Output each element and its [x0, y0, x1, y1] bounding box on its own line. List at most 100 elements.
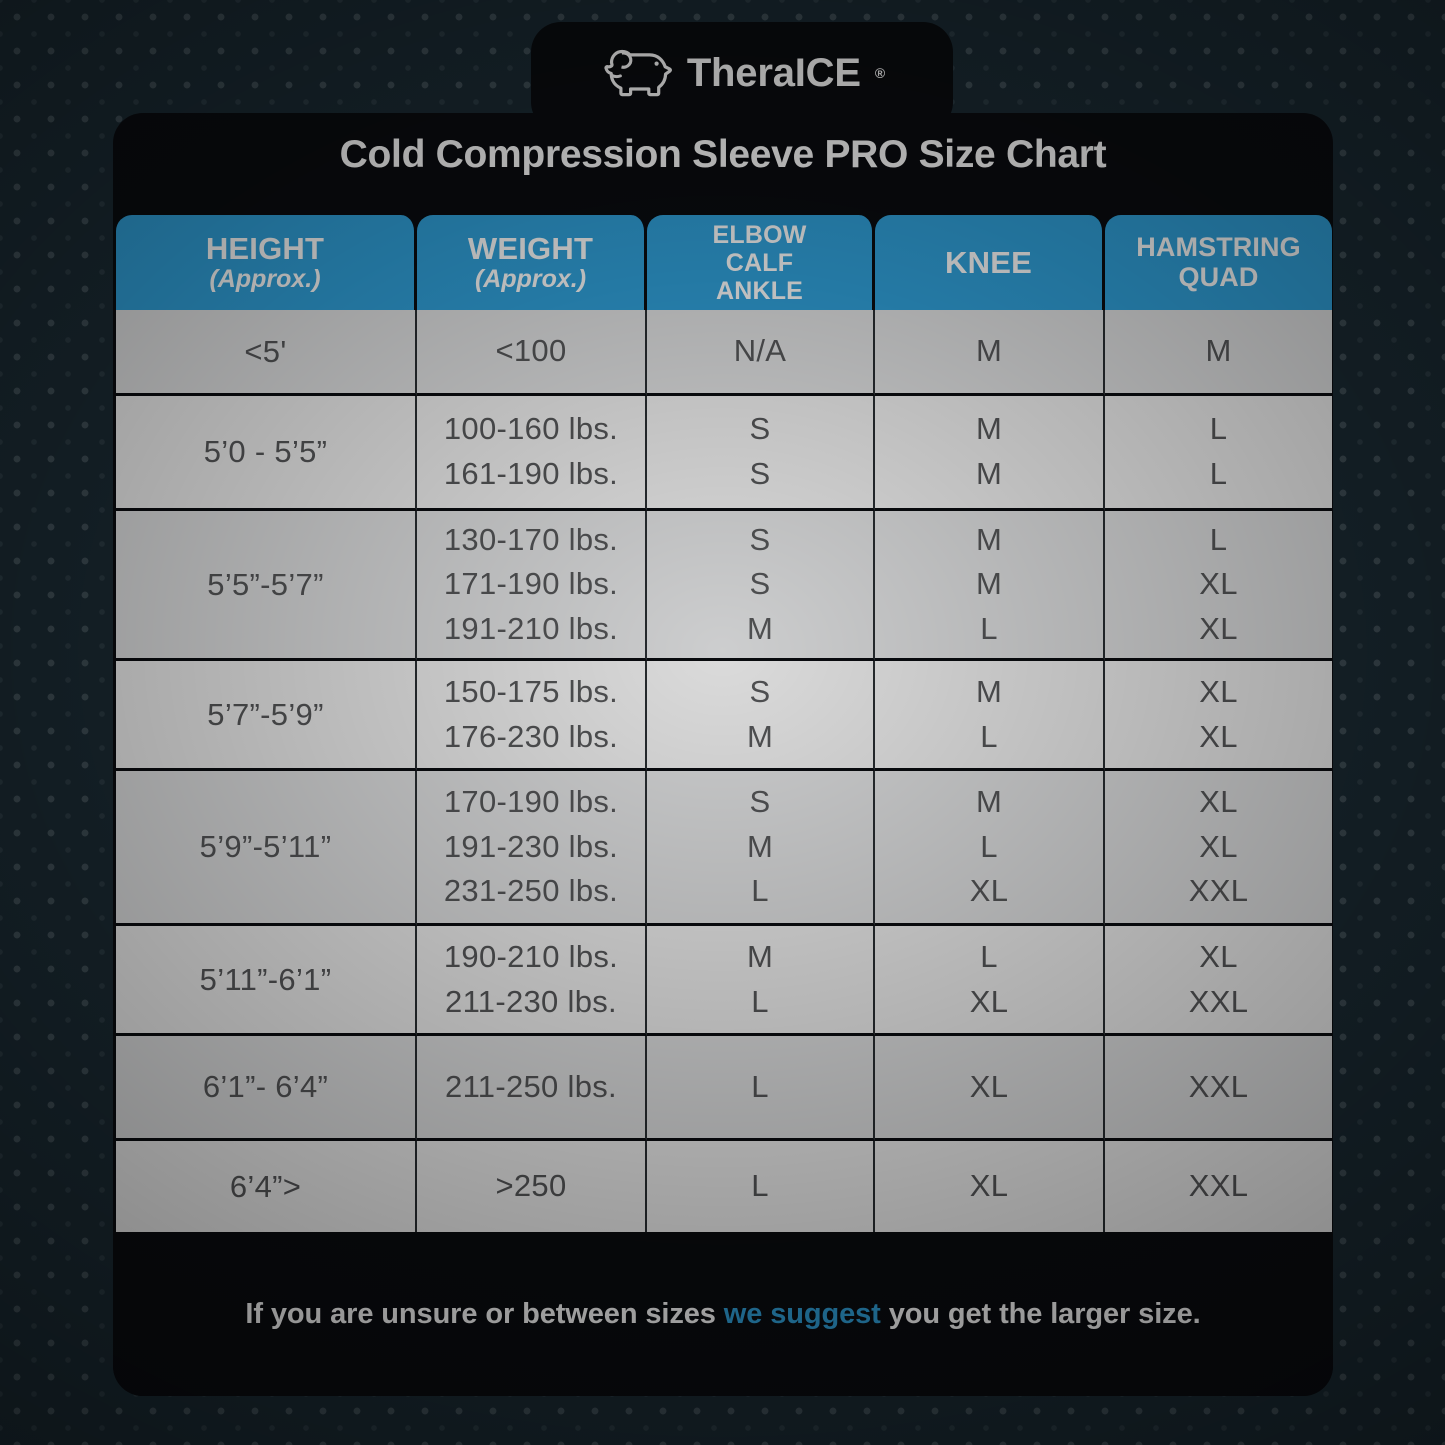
table-row: <5' <100 N/A M M [116, 310, 1332, 396]
header-elbow: ELBOW [712, 220, 807, 249]
cell-value: M [746, 828, 774, 864]
cell-value-stack: L XL [875, 938, 1103, 1019]
cell-value-stack: XXL [1105, 1170, 1332, 1203]
table-row: 5’7”-5’9” 150-175 lbs. 176-230 lbs. S M M L XL X… [116, 661, 1332, 771]
cell-value: S [749, 521, 771, 557]
cell-value: XL [1199, 566, 1238, 602]
cell-value-stack: 190-210 lbs. 211-230 lbs. [417, 938, 645, 1018]
cell-height: 5’5”-5’7” [116, 511, 417, 661]
cell-value: XL [1199, 673, 1238, 709]
cell-elbow-calf-ankle: L [647, 1036, 875, 1141]
cell-value: L [980, 828, 998, 864]
cell-value: XL [969, 1168, 1009, 1204]
cell-value: L [751, 873, 769, 909]
cell-value: S [749, 411, 771, 447]
cell-hamstring-quad: XXL [1105, 1141, 1332, 1232]
cell-knee: XL [875, 1141, 1105, 1232]
cell-value-stack: XL XXL [1105, 940, 1332, 1018]
header-height-main: HEIGHT [205, 231, 325, 267]
cell-value-stack: XL XL [1105, 673, 1332, 754]
cell-hamstring-quad: L XL XL [1105, 511, 1332, 661]
cell-weight: 211-250 lbs. [417, 1036, 647, 1141]
cell-height: <5' [116, 310, 417, 396]
cell-value-stack: M [1105, 335, 1332, 368]
column-header-elbow-calf-ankle: ELBOW CALF ANKLE [647, 215, 875, 310]
cell-height: 5’11”-6’1” [116, 926, 417, 1036]
cell-value-stack: XL [875, 1070, 1103, 1104]
cell-hamstring-quad: XL XXL [1105, 926, 1332, 1036]
cell-value-stack: L [647, 1170, 873, 1203]
cell-value: S [749, 456, 771, 491]
cell-value: XL [1199, 718, 1238, 754]
cell-knee: M L XL [875, 771, 1105, 926]
column-header-height: HEIGHT (Approx.) [116, 215, 417, 310]
header-ankle: ANKLE [715, 276, 804, 305]
cell-value-stack: 130-170 lbs. 171-190 lbs. 191-210 lbs. [417, 523, 645, 646]
cell-value: S [749, 784, 771, 820]
cell-value-stack: 100-160 lbs. 161-190 lbs. [417, 413, 645, 490]
cell-value-stack: M [875, 335, 1103, 368]
cell-value-stack: <100 [417, 335, 645, 368]
cell-value: L [980, 718, 998, 754]
cell-value: L [751, 1168, 769, 1204]
cell-height: 5’7”-5’9” [116, 661, 417, 771]
table-row: 6’4”> >250 L XL XXL [116, 1141, 1332, 1232]
cell-hamstring-quad: XL XL XXL [1105, 771, 1332, 926]
cell-value: XXL [1188, 1168, 1249, 1204]
cell-value: 231-250 lbs. [443, 873, 619, 909]
cell-weight: <100 [417, 310, 647, 396]
cell-value: M [975, 784, 1003, 820]
footer-panel: If you are unsure or between sizes we su… [113, 1232, 1333, 1396]
cell-value: M [975, 456, 1003, 491]
polar-bear-icon [604, 49, 672, 97]
cell-weight: 100-160 lbs. 161-190 lbs. [417, 396, 647, 511]
cell-value-stack: XL XL XXL [1105, 786, 1332, 908]
cell-value: >250 [495, 1168, 567, 1204]
size-table-wrapper: HEIGHT (Approx.) WEIGHT (Approx.) ELBOW … [116, 215, 1332, 1232]
cell-height: 6’4”> [116, 1141, 417, 1232]
cell-value-stack: 170-190 lbs. 191-230 lbs. 231-250 lbs. [417, 786, 645, 908]
cell-value: L [980, 938, 998, 974]
cell-elbow-calf-ankle: L [647, 1141, 875, 1232]
cell-value: 100-160 lbs. [443, 411, 619, 447]
cell-value: M [975, 521, 1003, 557]
cell-value: L [1209, 411, 1228, 447]
cell-value: XL [969, 983, 1009, 1019]
cell-value-stack: XL [875, 1170, 1103, 1203]
cell-value: 150-175 lbs. [443, 673, 619, 709]
footer-note-before: If you are unsure or between sizes [245, 1297, 724, 1330]
header-weight-sub: (Approx.) [474, 264, 587, 293]
cell-value-stack: XXL [1105, 1068, 1332, 1104]
table-row: 5’5”-5’7” 130-170 lbs. 171-190 lbs. 191-210… [116, 511, 1332, 661]
cell-value: 190-210 lbs. [443, 938, 619, 974]
cell-value: 171-190 lbs. [443, 566, 619, 602]
cell-hamstring-quad: XXL [1105, 1036, 1332, 1141]
cell-weight: 150-175 lbs. 176-230 lbs. [417, 661, 647, 771]
cell-value-stack: >250 [417, 1170, 645, 1203]
cell-height: 5’9”-5’11” [116, 771, 417, 926]
page-title: Cold Compression Sleeve PRO Size Chart [339, 133, 1107, 176]
cell-weight: >250 [417, 1141, 647, 1232]
cell-value: L [1209, 456, 1228, 491]
header-weight-main: WEIGHT [467, 231, 594, 267]
column-header-weight: WEIGHT (Approx.) [417, 215, 647, 310]
table-row: 5’11”-6’1” 190-210 lbs. 211-230 lbs. M L L XL X… [116, 926, 1332, 1036]
cell-value: XL [1199, 828, 1238, 864]
cell-weight: 130-170 lbs. 171-190 lbs. 191-210 lbs. [417, 511, 647, 661]
cell-value: M [975, 566, 1003, 602]
cell-weight: 170-190 lbs. 191-230 lbs. 231-250 lbs. [417, 771, 647, 926]
cell-value: XXL [1188, 1068, 1249, 1104]
footer-note: If you are unsure or between sizes we su… [245, 1298, 1200, 1331]
cell-value: M [975, 333, 1003, 369]
